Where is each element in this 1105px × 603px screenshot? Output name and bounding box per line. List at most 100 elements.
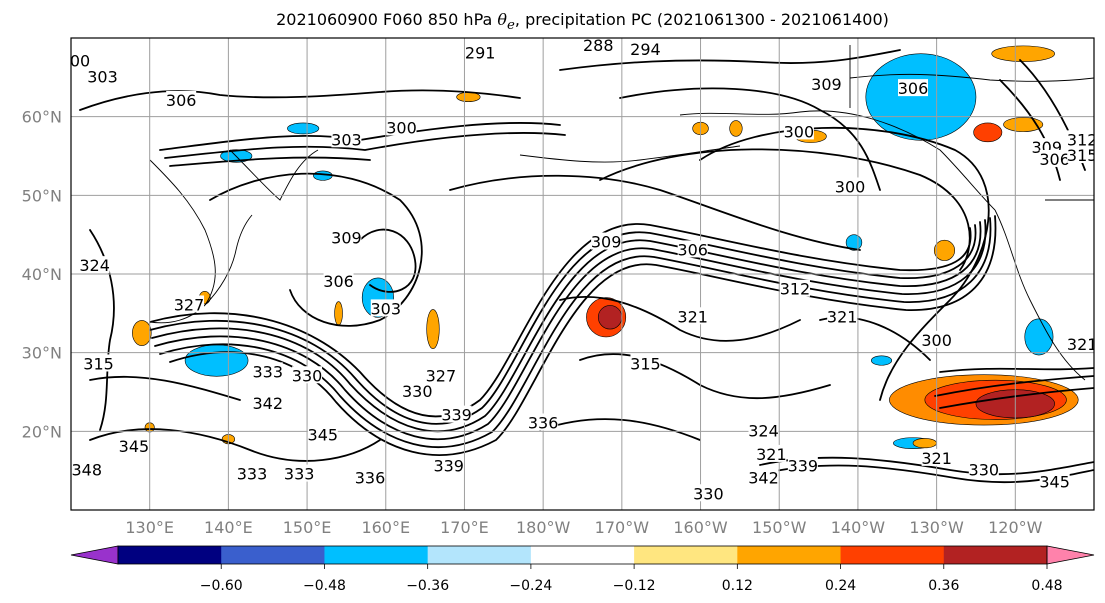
contour-label: 333 [252, 362, 283, 381]
contour-high-lat-3 [619, 87, 881, 191]
colorbar-tick-label: 0.36 [928, 578, 959, 594]
contour-label: 309 [331, 229, 362, 248]
contour-jet-main-1 [149, 223, 972, 418]
contour-label: 312 [1067, 130, 1098, 149]
contour-label-bg [166, 90, 197, 108]
title-suffix: , precipitation PC (2021061300 - 2021061… [514, 10, 889, 29]
colorbar-extend-max [1046, 545, 1095, 565]
title-subscript: e [507, 18, 515, 34]
colorbar-segment [324, 546, 429, 564]
contour-label-bg [583, 38, 614, 53]
contour-label: 300 [784, 122, 815, 141]
contour-label: 294 [630, 40, 661, 59]
contour-label: 336 [355, 469, 386, 488]
contour-label-bg [71, 51, 90, 69]
shaded-patch [865, 53, 977, 141]
contour-306-ring [599, 148, 971, 271]
contour-label-bg [323, 271, 354, 289]
contour-label: 309 [811, 75, 842, 94]
contour-label: 327 [174, 295, 205, 314]
colorbar-segment [737, 546, 842, 564]
contour-southern-4 [579, 353, 831, 400]
contour-jet-main-3 [151, 221, 982, 433]
contour-label-bg [118, 437, 149, 455]
contour-label: 321 [827, 307, 858, 326]
contour-high-lat-1 [79, 89, 521, 111]
contour-label-bg [827, 307, 858, 325]
contour-label-bg [898, 79, 929, 97]
contour-label-bg [1039, 149, 1070, 167]
colorbar-tick-label: 0.12 [722, 578, 753, 594]
shaded-patch [991, 45, 1055, 62]
contour-pacific-loop-2 [359, 228, 417, 293]
contour-jet-main-4 [154, 219, 987, 441]
contour-label: 333 [237, 465, 268, 484]
colorbar-extend-min [70, 545, 119, 565]
contour-label-bg [331, 130, 362, 148]
lon-tick-label: 120°W [988, 518, 1043, 537]
contour-label-bg [748, 421, 779, 439]
contour-label-bg [748, 468, 779, 486]
colorbar-segment [530, 546, 635, 564]
contour-label-bg [630, 39, 661, 57]
lon-tick-label: 160°W [673, 518, 728, 537]
colorbar-segment [840, 546, 945, 564]
contour-label-bg [87, 67, 118, 85]
contour-north-jet-3 [169, 156, 371, 167]
lon-tick-label: 170°E [440, 518, 489, 537]
contour-label: 315 [1067, 146, 1098, 165]
graticule [71, 38, 1094, 510]
contour-label: 342 [748, 469, 779, 488]
contour-label: 288 [583, 36, 614, 55]
contour-label: 330 [292, 366, 323, 385]
contour-label-bg [835, 177, 866, 195]
contour-label: 321 [756, 445, 787, 464]
colorbar-segment [943, 546, 1048, 564]
lon-tick-label: 130°W [909, 518, 964, 537]
contour-label: 345 [308, 425, 339, 444]
colorbar-tick-label: −0.36 [406, 578, 449, 594]
contour-label-bg [630, 354, 661, 372]
contour-label: 324 [748, 421, 779, 440]
lat-tick-label: 40°N [22, 265, 62, 284]
contour-label-bg [236, 464, 267, 482]
contour-label: 330 [969, 461, 1000, 480]
contour-label: 303 [87, 67, 118, 86]
colorbar-segment [427, 546, 532, 564]
contour-label: 306 [898, 79, 929, 98]
contour-label: 306 [1039, 150, 1070, 169]
shaded-patch [334, 301, 343, 326]
contour-label-bg [355, 468, 386, 486]
lon-tick-label: 170°W [595, 518, 650, 537]
contour-jet-main-5 [159, 217, 992, 448]
colorbar-segment [634, 546, 738, 564]
shaded-patch [1024, 318, 1054, 356]
contour-label: 315 [630, 354, 661, 373]
shaded-patch [287, 122, 320, 135]
colorbar-tick-label: −0.24 [509, 578, 552, 594]
coast-kamchatka [229, 149, 319, 201]
contour-pacific-loop-1 [209, 172, 423, 327]
colorbar-tick-label: −0.48 [303, 578, 346, 594]
shaded-patch [871, 355, 893, 366]
contour-label-bg [441, 405, 472, 423]
contour-label-bg [783, 122, 814, 140]
contour-label: 330 [402, 382, 433, 401]
shaded-patch [973, 122, 1003, 143]
contour-east-jet-3 [939, 387, 1094, 409]
contour-label-bg [370, 299, 401, 317]
contour-label: 309 [591, 233, 622, 252]
contour-label-bg [284, 464, 315, 482]
contour-label-bg [71, 460, 102, 478]
contour-label: 306 [166, 91, 197, 110]
contour-label: 300 [835, 177, 866, 196]
colorbar-segment [118, 546, 222, 564]
contour-label: 342 [252, 394, 283, 413]
contour-label-bg [1039, 472, 1070, 490]
colorbar-tick-label: −0.60 [200, 578, 243, 594]
colorbar-tick-label: 0.24 [825, 578, 856, 594]
contour-label: 303 [370, 299, 401, 318]
contour-label: 330 [693, 484, 724, 503]
